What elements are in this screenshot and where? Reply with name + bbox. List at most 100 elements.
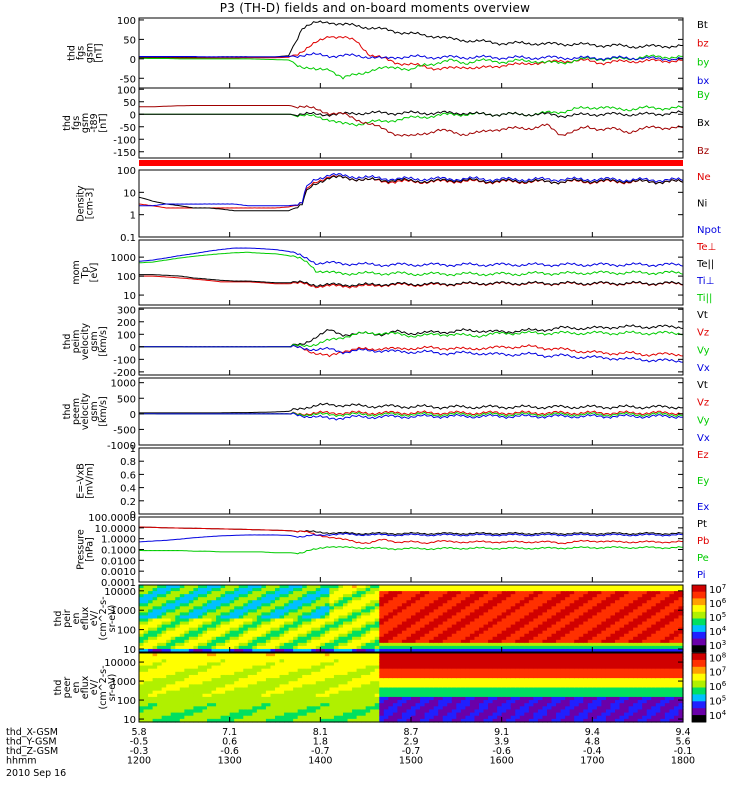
heatmap-cell: [596, 618, 602, 623]
heatmap-cell: [252, 624, 258, 629]
heatmap-cell: [279, 618, 285, 623]
heatmap-cell: [411, 653, 417, 657]
heatmap-cell: [678, 606, 684, 610]
heatmap-cell: [152, 671, 158, 676]
heatmap-cell: [256, 678, 262, 682]
heatmap-cell: [288, 693, 294, 698]
heatmap-cell: [451, 671, 457, 676]
heatmap-cell: [633, 600, 639, 604]
heatmap-cell: [211, 678, 217, 682]
heatmap-cell: [587, 591, 593, 595]
heatmap-cell: [483, 696, 489, 701]
y-tick-label: 0.8: [120, 457, 136, 468]
heatmap-cell: [401, 715, 408, 720]
heatmap-cell: [288, 709, 294, 714]
heatmap-cell: [637, 627, 643, 632]
heatmap-cell: [624, 630, 630, 635]
heatmap-cell: [492, 678, 498, 682]
heatmap-cell: [265, 624, 272, 629]
heatmap-cell: [542, 718, 548, 723]
heatmap-cell: [442, 618, 448, 623]
heatmap-cell: [497, 591, 503, 595]
heatmap-cell: [401, 636, 408, 641]
heatmap-cell: [243, 597, 249, 601]
y-axis-label: velocity: [80, 323, 91, 361]
heatmap-cell: [433, 648, 439, 653]
heatmap-cell: [547, 603, 553, 607]
heatmap-cell: [460, 678, 466, 682]
heatmap-cell: [592, 594, 598, 598]
panel-frame: [138, 377, 684, 446]
heatmap-cell: [184, 627, 190, 632]
heatmap-cell: [243, 656, 249, 660]
heatmap-cell: [479, 712, 485, 717]
heatmap-cell: [161, 639, 167, 644]
heatmap-cell: [469, 706, 476, 711]
heatmap-cell: [479, 668, 485, 673]
heatmap-cell: [315, 693, 321, 698]
heatmap-cell: [474, 633, 480, 638]
heatmap-cell: [465, 671, 471, 676]
y-tick-label: 1000: [111, 379, 136, 390]
heatmap-cell: [587, 615, 593, 620]
heatmap-cell: [256, 696, 262, 701]
heatmap-cell: [293, 597, 299, 601]
heatmap-cell: [333, 648, 340, 653]
heatmap-cell: [456, 700, 462, 704]
heatmap-cell: [415, 681, 421, 685]
heatmap-cell: [547, 684, 553, 689]
heatmap-cell: [170, 703, 176, 707]
heatmap-cell: [401, 659, 408, 664]
heatmap-cell: [320, 690, 326, 695]
heatmap-cell: [615, 585, 621, 589]
heatmap-cell: [143, 715, 149, 720]
heatmap-cell: [519, 718, 525, 723]
heatmap-cell: [619, 609, 625, 614]
heatmap-cell: [542, 709, 548, 714]
heatmap-cell: [311, 591, 317, 595]
heatmap-cell: [306, 633, 312, 638]
heatmap-cell: [383, 597, 389, 601]
heatmap-cell: [284, 703, 290, 707]
heatmap-cell: [578, 606, 584, 610]
heatmap-cell: [664, 615, 670, 620]
heatmap-cell: [383, 630, 389, 635]
heatmap-cell: [565, 656, 571, 660]
heatmap-cell: [447, 665, 453, 670]
heatmap-cell: [265, 597, 272, 601]
heatmap-cell: [256, 633, 262, 638]
heatmap-cell: [234, 678, 240, 682]
heatmap-cell: [547, 693, 553, 698]
heatmap-cell: [202, 603, 208, 607]
heatmap-cell: [451, 633, 457, 638]
heatmap-cell: [338, 696, 344, 701]
heatmap-cell: [220, 665, 226, 670]
heatmap-cell: [447, 630, 453, 635]
heatmap-cell: [601, 645, 607, 650]
heatmap-cell: [139, 603, 145, 607]
heatmap-cell: [338, 690, 344, 695]
heatmap-cell: [501, 674, 507, 679]
heatmap-cell: [211, 606, 217, 610]
heatmap-cell: [252, 696, 258, 701]
heatmap-cell: [383, 696, 389, 701]
heatmap-cell: [619, 594, 625, 598]
heatmap-cell: [488, 618, 494, 623]
heatmap-cell: [170, 715, 176, 720]
heatmap-cell: [261, 656, 267, 660]
heatmap-cell: [365, 715, 371, 720]
heatmap-cell: [139, 648, 145, 653]
heatmap-cell: [161, 615, 167, 620]
heatmap-cell: [275, 715, 281, 720]
heatmap-cell: [447, 674, 453, 679]
heatmap-cell: [243, 594, 249, 598]
heatmap-cell: [601, 642, 607, 647]
series-line: [139, 52, 684, 62]
heatmap-cell: [139, 653, 145, 657]
heatmap-cell: [542, 671, 548, 676]
heatmap-cell: [347, 712, 353, 717]
heatmap-cell: [569, 618, 575, 623]
heatmap-cell: [479, 687, 485, 692]
heatmap-cell: [157, 585, 163, 589]
